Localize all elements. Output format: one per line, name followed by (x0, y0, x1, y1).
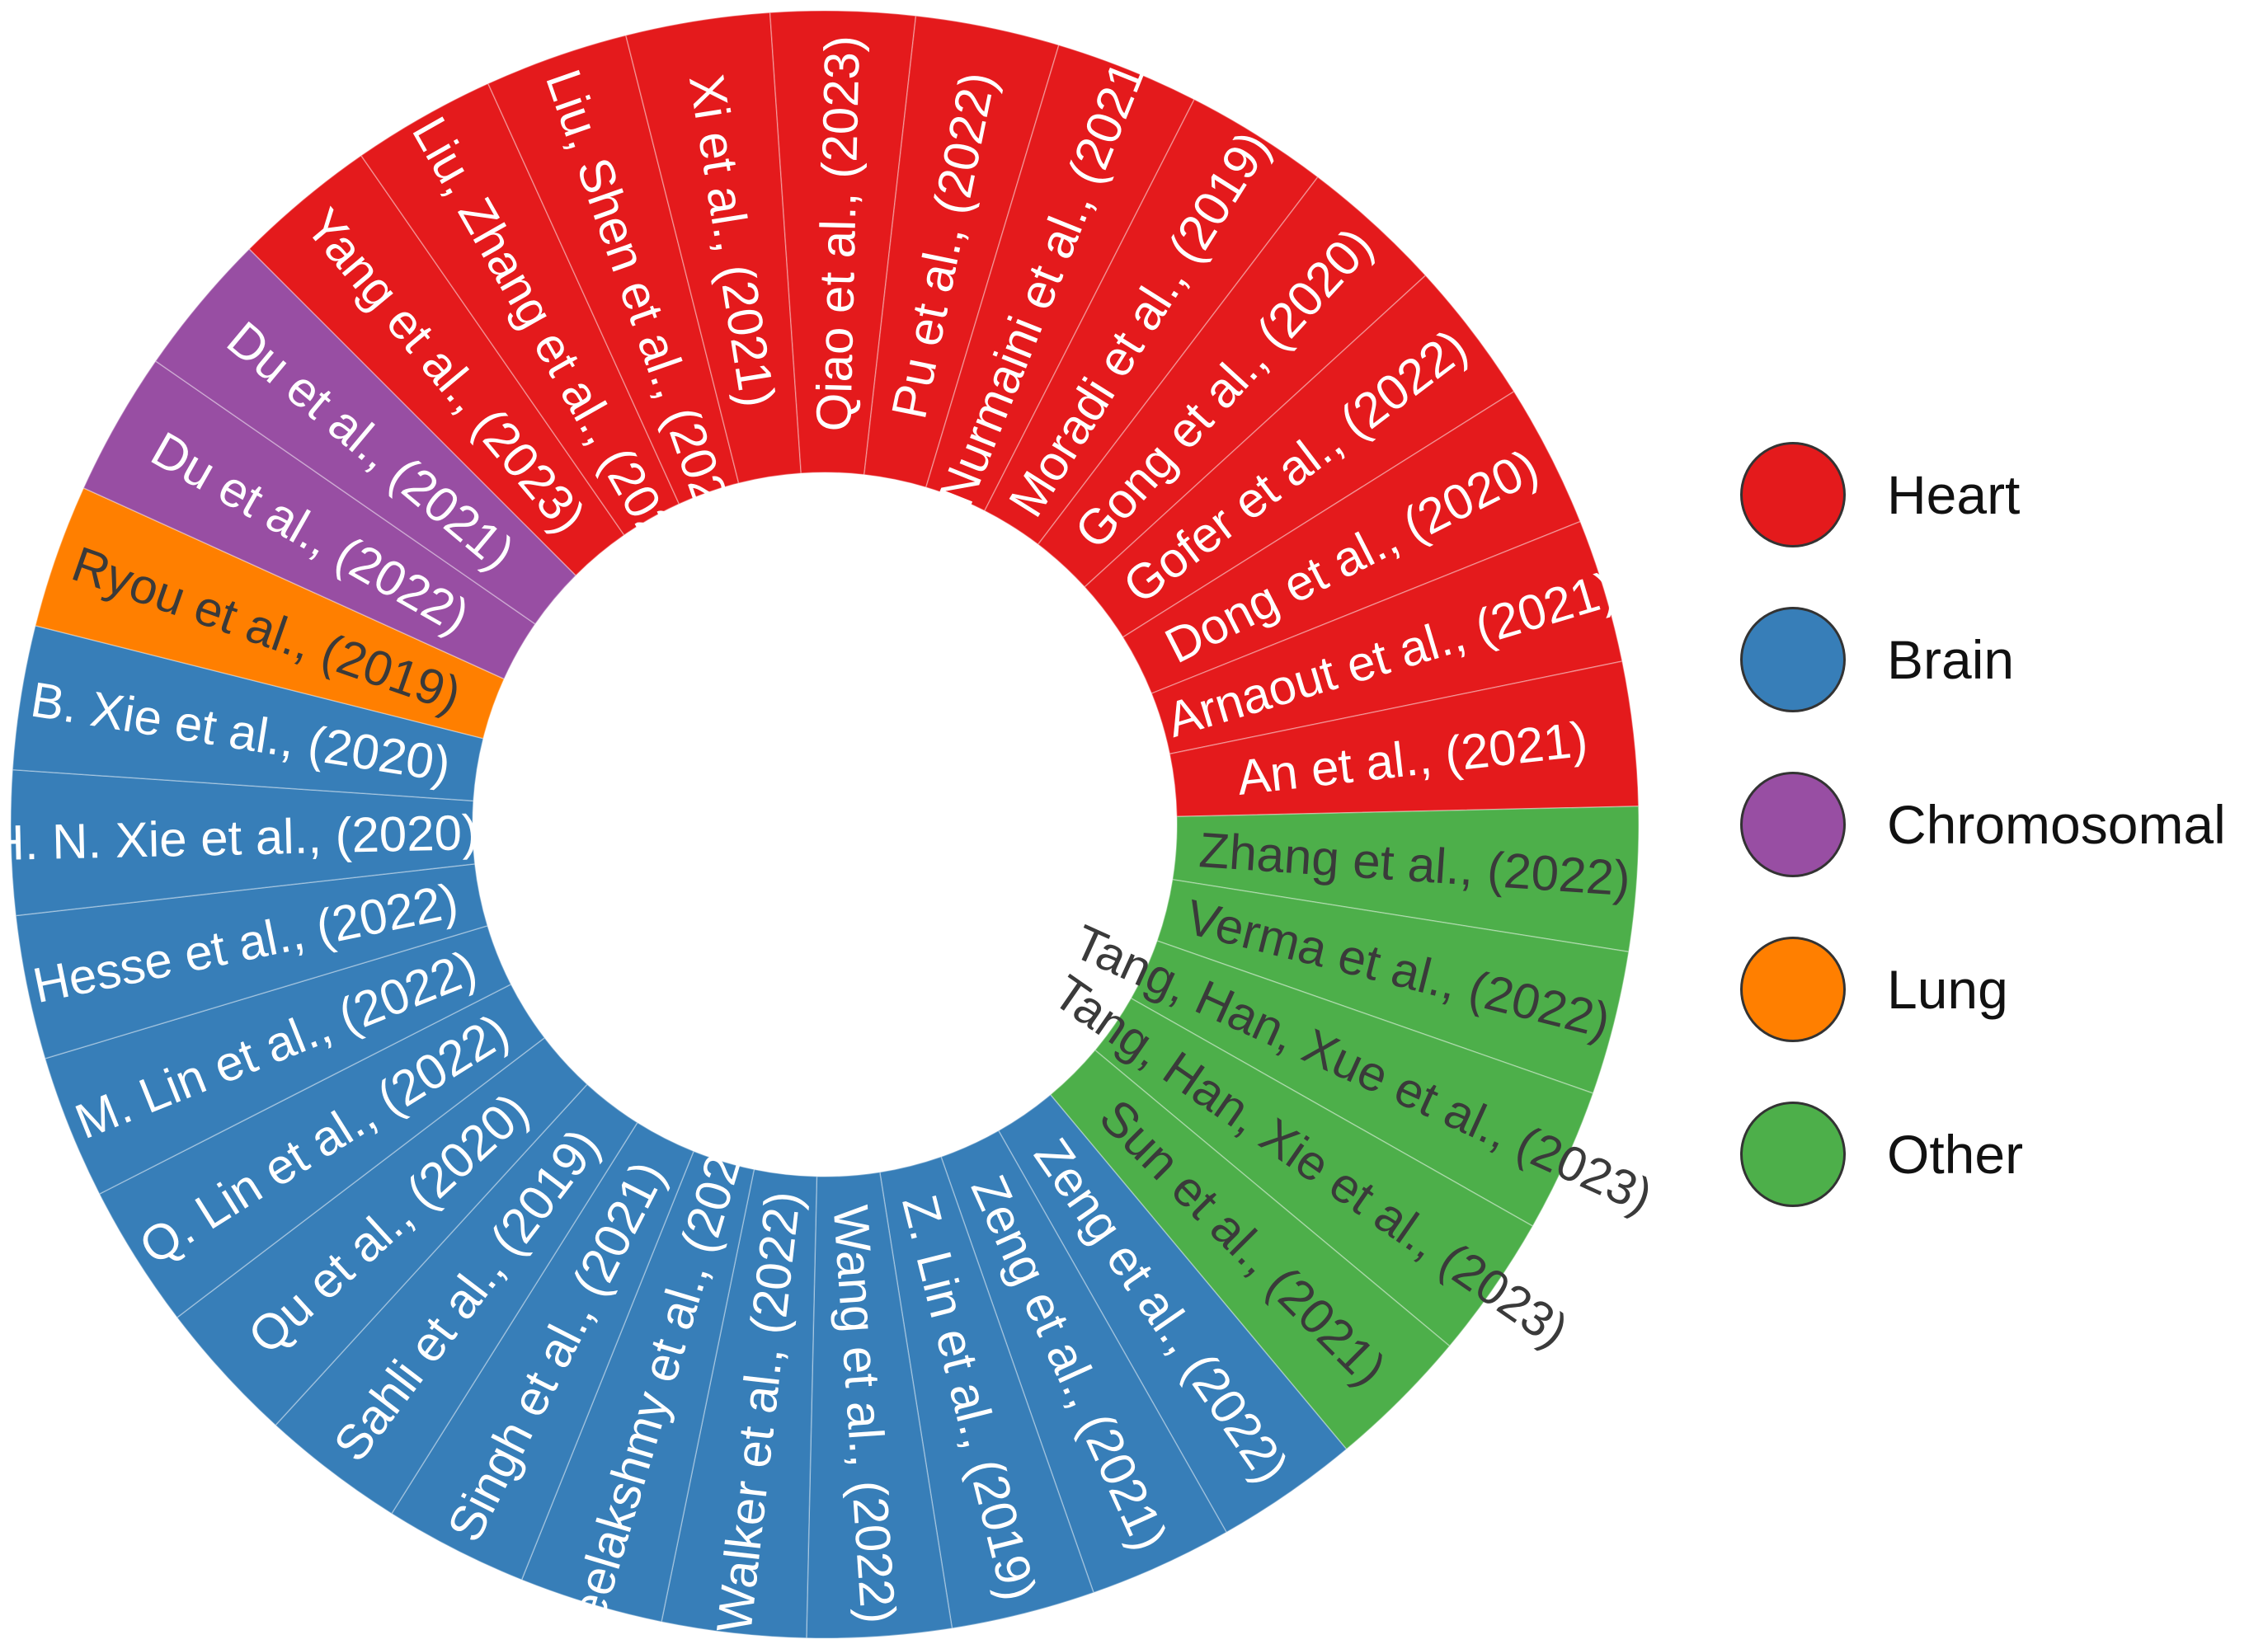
slice-moradi-et-al-2019 (983, 98, 1319, 546)
legend-swatch-heart (1740, 442, 1846, 547)
slice-dong-et-al-2020 (1122, 390, 1582, 695)
legend-label-chromosomal: Chromosomal (1887, 794, 2226, 855)
slice-gofer-et-al-2022 (1084, 275, 1515, 638)
slice-gong-et-al-2020 (1037, 176, 1427, 588)
slice-zeng-et-al-2021 (940, 1130, 1228, 1594)
legend-swatch-chromosomal (1740, 772, 1846, 877)
slice-q-lin-et-al-2022 (98, 983, 546, 1318)
slice-hesse-et-al-2022 (15, 862, 488, 1059)
legend-item-other: Other (1740, 1097, 2226, 1212)
donut-slices (10, 10, 1640, 1639)
slice-sreelakshmy-et-al-2022 (520, 1150, 755, 1623)
slice-z-lin-et-al-2019 (878, 1156, 1094, 1629)
legend-item-chromosomal: Chromosomal (1740, 767, 2226, 882)
slice-du-et-al-2021 (154, 248, 577, 625)
legend-item-lung: Lung (1740, 932, 2226, 1047)
slice-zhang-et-al-2022 (1171, 806, 1640, 953)
slice-tang-han-xue-et-al-2023 (1130, 940, 1594, 1228)
slice-xi-et-al-2021 (624, 12, 802, 484)
slice-walker-et-al-2022 (661, 1168, 818, 1639)
slice-ryou-et-al-2019 (35, 486, 506, 740)
slice-tang-han-xie-et-al-2023 (1094, 997, 1534, 1347)
legend-label-lung: Lung (1887, 959, 2008, 1020)
slice-label-qiao-et-al-2023: Qiao et al., (2023) (806, 35, 870, 432)
legend-item-heart: Heart (1740, 437, 2226, 552)
slice-singh-et-al-2021 (390, 1121, 695, 1581)
slice-b-xie-et-al-2020 (12, 624, 484, 802)
slice-pu-et-al-2022 (863, 15, 1060, 488)
slice-sun-et-al-2021 (1049, 1049, 1451, 1450)
slice-label-h-n-xie-et-al-2020: H. N. Xie et al., (2020) (0, 805, 479, 871)
slice-arnaout-et-al-2021 (1150, 520, 1623, 755)
legend-label-brain: Brain (1887, 629, 2015, 690)
legend-swatch-brain (1740, 607, 1846, 712)
legend-swatch-other (1740, 1102, 1846, 1207)
legend-label-other: Other (1887, 1124, 2024, 1185)
slice-du-et-al-2022 (82, 359, 537, 680)
slice-qiao-et-al-2023 (769, 10, 917, 476)
legend-item-brain: Brain (1740, 602, 2226, 717)
legend-label-heart: Heart (1887, 464, 2021, 525)
legend-swatch-lung (1740, 937, 1846, 1042)
legend: Heart Brain Chromosomal Lung Other (1740, 437, 2226, 1261)
slice-nurmaini-et-al-2021 (925, 44, 1196, 512)
slice-wang-et-al-2022 (806, 1171, 953, 1639)
